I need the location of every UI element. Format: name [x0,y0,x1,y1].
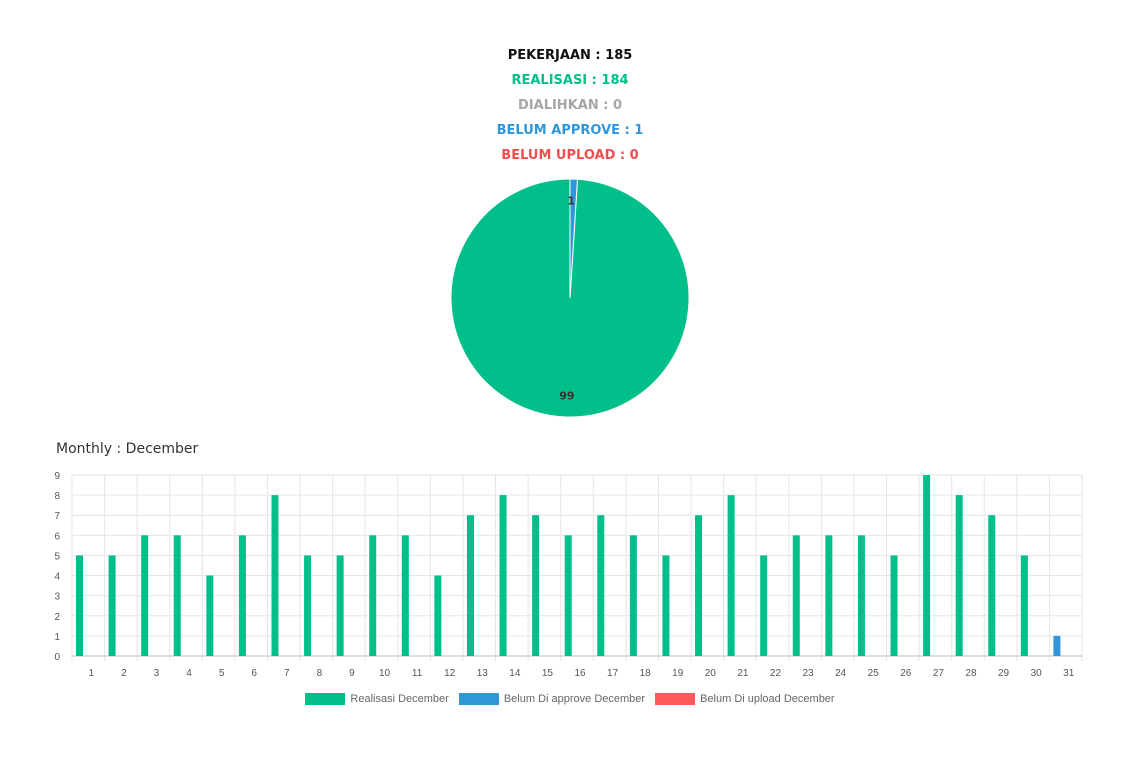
legend-label-belum-approve: Belum Di approve December [503,693,646,705]
x-tick-label: 17 [607,668,619,679]
x-tick-label: 7 [284,668,290,679]
x-tick-label: 13 [477,668,489,679]
bar-realisasi-14[interactable] [499,495,507,656]
y-tick-label: 1 [54,632,60,643]
y-tick-label: 2 [54,612,60,623]
realisasi-count: REALISASI : 184 [511,73,629,88]
y-tick-label: 7 [54,511,60,522]
bar-realisasi-3[interactable] [141,535,149,656]
bar-realisasi-1[interactable] [76,555,83,656]
legend-swatch-realisasi [305,693,346,705]
bar-realisasi-27[interactable] [923,475,931,656]
x-tick-label: 22 [770,668,782,679]
x-tick-label: 31 [1063,668,1075,679]
bar-realisasi-13[interactable] [466,515,474,656]
bar-realisasi-9[interactable] [336,555,344,656]
legend-item-belum-upload[interactable]: Belum Di upload December [655,693,835,705]
x-tick-label: 12 [444,668,456,679]
pie-slice-label-1: 1 [567,194,575,207]
bar-realisasi-28[interactable] [955,495,963,656]
belum-approve-count: BELUM APPROVE : 1 [496,123,644,138]
bar-realisasi-8[interactable] [304,555,312,656]
x-tick-label: 2 [121,668,127,679]
bar-realisasi-30[interactable] [1020,555,1028,656]
bar-realisasi-18[interactable] [629,535,637,656]
x-tick-label: 19 [672,668,684,679]
bar-realisasi-23[interactable] [792,535,800,656]
bar-realisasi-26[interactable] [890,555,898,656]
legend-label-realisasi: Realisasi December [350,693,449,705]
x-tick-label: 16 [574,668,586,679]
x-tick-label: 26 [900,668,912,679]
bar-realisasi-24[interactable] [825,535,833,656]
x-tick-label: 4 [186,668,192,679]
bar-realisasi-16[interactable] [564,535,572,656]
legend-item-belum-approve[interactable]: Belum Di approve December [458,693,646,705]
bar-realisasi-25[interactable] [857,535,865,656]
x-tick-label: 10 [379,668,391,679]
y-tick-label: 6 [54,531,60,542]
bar-realisasi-29[interactable] [988,515,996,656]
x-tick-label: 9 [349,668,355,679]
bar-realisasi-4[interactable] [173,535,181,656]
bar-realisasi-17[interactable] [597,515,605,656]
bar-realisasi-21[interactable] [727,495,735,656]
y-tick-label: 9 [54,471,60,482]
x-tick-label: 20 [705,668,717,679]
pekerjaan-count: PEKERJAAN : 185 [507,48,633,63]
bar-realisasi-11[interactable] [401,535,409,656]
x-tick-label: 21 [737,668,749,679]
x-tick-label: 18 [640,668,652,679]
x-tick-label: 23 [803,668,815,679]
x-tick-label: 15 [542,668,554,679]
x-tick-label: 27 [933,668,945,679]
bar-realisasi-2[interactable] [108,555,116,656]
bar-realisasi-7[interactable] [271,495,279,656]
y-tick-label: 8 [54,491,60,502]
legend: Realisasi December Belum Di approve Dece… [0,693,1140,705]
x-tick-label: 25 [868,668,880,679]
bar-realisasi-10[interactable] [369,535,377,656]
x-tick-label: 5 [219,668,225,679]
x-tick-label: 14 [509,668,521,679]
bar-realisasi-5[interactable] [206,575,214,656]
bar-realisasi-15[interactable] [532,515,540,656]
bar-realisasi-6[interactable] [238,535,246,656]
legend-label-belum-upload: Belum Di upload December [700,693,835,705]
x-tick-label: 28 [965,668,977,679]
x-tick-label: 11 [412,668,423,679]
y-tick-label: 4 [54,572,60,583]
pie-slice-1[interactable] [569,178,579,299]
bar-realisasi-19[interactable] [662,555,670,656]
x-tick-label: 8 [317,668,323,679]
legend-swatch-belum-approve [458,693,499,705]
bar-realisasi-22[interactable] [760,555,768,656]
legend-swatch-belum-upload [655,693,696,705]
x-tick-label: 30 [1031,668,1043,679]
y-tick-label: 3 [54,592,60,603]
summary-block: PEKERJAAN : 185 REALISASI : 184 DIALIHKA… [0,43,1140,168]
y-tick-label: 5 [54,551,60,562]
pie-slice-label-0: 99 [559,390,574,403]
x-tick-label: 24 [835,668,847,679]
x-tick-label: 1 [89,668,95,679]
x-tick-label: 29 [998,668,1010,679]
belum-upload-count: BELUM UPLOAD : 0 [501,148,639,163]
bar-realisasi-20[interactable] [695,515,703,656]
legend-item-realisasi[interactable]: Realisasi December [305,693,449,705]
monthly-title: Monthly : December [56,441,199,457]
dialihkan-count: DIALIHKAN : 0 [518,98,622,113]
bar-belum-approve-31[interactable] [1053,635,1061,656]
x-tick-label: 3 [154,668,160,679]
bar-realisasi-12[interactable] [434,575,442,656]
y-tick-label: 0 [54,652,60,663]
pie-chart: 99 1 [450,178,690,418]
x-tick-label: 6 [251,668,257,679]
